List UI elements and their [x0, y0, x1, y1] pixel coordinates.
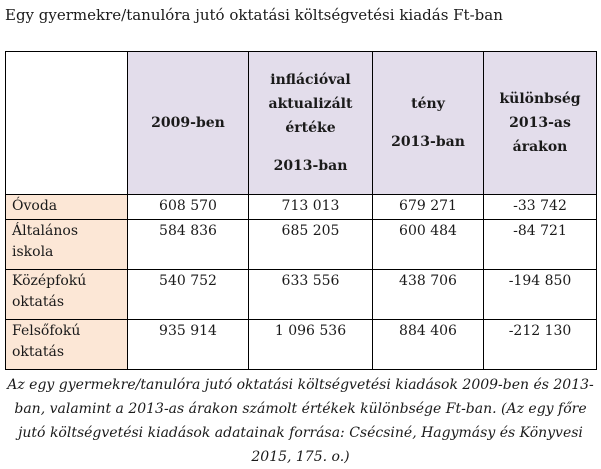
- cell-2009: 540 752: [127, 269, 249, 320]
- cell-diff: -194 850: [483, 269, 597, 320]
- row-label: Középfokú oktatás: [5, 269, 128, 320]
- table-row: Felsőfokú oktatás 935 914 1 096 536 884 …: [5, 319, 597, 370]
- caption-line3: jutó költségvetési kiadások adatainak fo…: [18, 425, 583, 441]
- cell-actual: 679 271: [372, 194, 484, 220]
- header-inflated-line4: 2013-ban: [273, 158, 348, 174]
- table-row: Óvoda 608 570 713 013 679 271 -33 742: [5, 194, 597, 220]
- row-label-line1: Felsőfokú: [12, 323, 81, 339]
- header-diff-line3: árakon: [512, 139, 568, 155]
- header-actual-line1: tény: [411, 96, 445, 112]
- header-inflated-line2: aktualizált: [268, 96, 353, 112]
- cell-2009: 608 570: [127, 194, 249, 220]
- cell-inflated: 713 013: [248, 194, 373, 220]
- header-diff: különbség 2013-as árakon: [483, 51, 597, 195]
- row-label-line2: iskola: [12, 244, 54, 260]
- cell-2009: 935 914: [127, 319, 249, 370]
- cell-actual: 600 484: [372, 219, 484, 270]
- row-label: Felsőfokú oktatás: [5, 319, 128, 370]
- row-label-line2: oktatás: [12, 294, 65, 310]
- row-label: Általános iskola: [5, 219, 128, 270]
- header-inflated: inflációval aktualizált értéke 2013-ban: [248, 51, 373, 195]
- cell-actual: 438 706: [372, 269, 484, 320]
- caption-line1: Az egy gyermekre/tanulóra jutó oktatási …: [7, 377, 594, 393]
- header-diff-line1: különbség: [499, 91, 581, 107]
- table-row: Általános iskola 584 836 685 205 600 484…: [5, 219, 597, 270]
- table-caption: Az egy gyermekre/tanulóra jutó oktatási …: [5, 373, 596, 469]
- cell-inflated: 1 096 536: [248, 319, 373, 370]
- cell-actual: 884 406: [372, 319, 484, 370]
- header-inflated-line1: inflációval: [270, 72, 351, 88]
- cell-inflated: 633 556: [248, 269, 373, 320]
- row-label-line1: Óvoda: [12, 198, 58, 214]
- header-row: 2009-ben inflációval aktualizált értéke …: [5, 51, 597, 195]
- caption-line2: ban, valamint a 2013-as árakon számolt é…: [14, 401, 587, 417]
- header-2009: 2009-ben: [127, 51, 249, 195]
- cell-inflated: 685 205: [248, 219, 373, 270]
- table-row: Középfokú oktatás 540 752 633 556 438 70…: [5, 269, 597, 320]
- cell-2009: 584 836: [127, 219, 249, 270]
- row-label: Óvoda: [5, 194, 128, 220]
- cell-diff: -212 130: [483, 319, 597, 370]
- budget-table: 2009-ben inflációval aktualizált értéke …: [5, 51, 597, 370]
- cell-diff: -84 721: [483, 219, 597, 270]
- table-title: Egy gyermekre/tanulóra jutó oktatási köl…: [5, 6, 503, 24]
- caption-line4: 2015, 175. o.): [251, 449, 350, 465]
- cell-diff: -33 742: [483, 194, 597, 220]
- row-label-line1: Általános: [12, 223, 79, 239]
- row-label-line1: Középfokú: [12, 273, 87, 289]
- header-2009-text: 2009-ben: [151, 115, 225, 131]
- row-label-line2: oktatás: [12, 344, 65, 360]
- header-actual-line2: 2013-ban: [391, 134, 465, 150]
- header-actual: tény 2013-ban: [372, 51, 484, 195]
- header-inflated-line3: értéke: [285, 120, 336, 136]
- corner-cell: [5, 51, 128, 195]
- header-diff-line2: 2013-as: [509, 115, 571, 131]
